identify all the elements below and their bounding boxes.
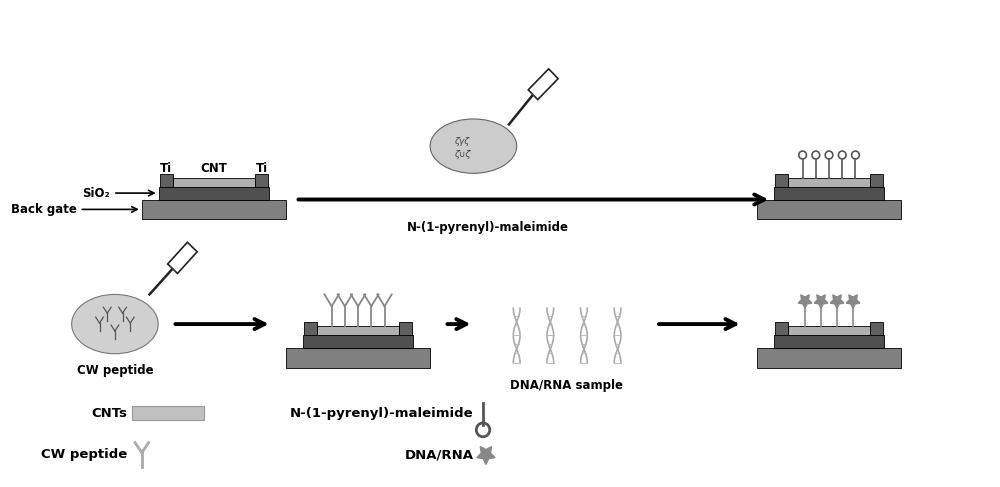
Polygon shape (477, 447, 495, 465)
Polygon shape (528, 69, 558, 100)
Bar (255, 174, 268, 187)
Text: SiO₂: SiO₂ (82, 187, 110, 200)
Bar (142, 200, 286, 219)
Polygon shape (830, 295, 844, 308)
Text: N-(1-pyrenyl)-maleimide: N-(1-pyrenyl)-maleimide (290, 407, 473, 419)
Bar (757, 348, 901, 368)
Bar (160, 174, 173, 187)
Polygon shape (814, 295, 828, 308)
Ellipse shape (72, 295, 158, 354)
Bar (159, 187, 269, 200)
Text: Ti: Ti (255, 162, 268, 175)
Text: ζγζ: ζγζ (454, 137, 469, 146)
Bar (286, 348, 430, 368)
Text: ζ∪ζ: ζ∪ζ (454, 150, 470, 159)
Text: N-(1-pyrenyl)-maleimide: N-(1-pyrenyl)-maleimide (407, 221, 569, 234)
Bar (173, 178, 255, 187)
Text: CW peptide: CW peptide (41, 448, 127, 461)
Bar (775, 322, 788, 335)
Bar (317, 326, 399, 335)
Bar (870, 322, 883, 335)
Text: DNA/RNA sample: DNA/RNA sample (510, 379, 623, 393)
Polygon shape (168, 243, 197, 273)
Bar (757, 200, 901, 219)
Bar (788, 326, 870, 335)
Bar (788, 178, 870, 187)
Ellipse shape (430, 119, 517, 173)
Bar (132, 406, 204, 420)
Bar (399, 322, 412, 335)
Text: DNA/RNA: DNA/RNA (404, 448, 473, 461)
Text: CNTs: CNTs (91, 407, 127, 419)
Bar (774, 335, 884, 348)
Bar (303, 335, 413, 348)
Text: Back gate: Back gate (11, 203, 76, 216)
Polygon shape (846, 295, 860, 308)
Text: CW peptide: CW peptide (77, 364, 153, 376)
Bar (304, 322, 317, 335)
Bar (775, 174, 788, 187)
Text: CNT: CNT (200, 162, 227, 175)
Bar (870, 174, 883, 187)
Text: Ti: Ti (160, 162, 172, 175)
Polygon shape (798, 295, 812, 308)
Bar (774, 187, 884, 200)
